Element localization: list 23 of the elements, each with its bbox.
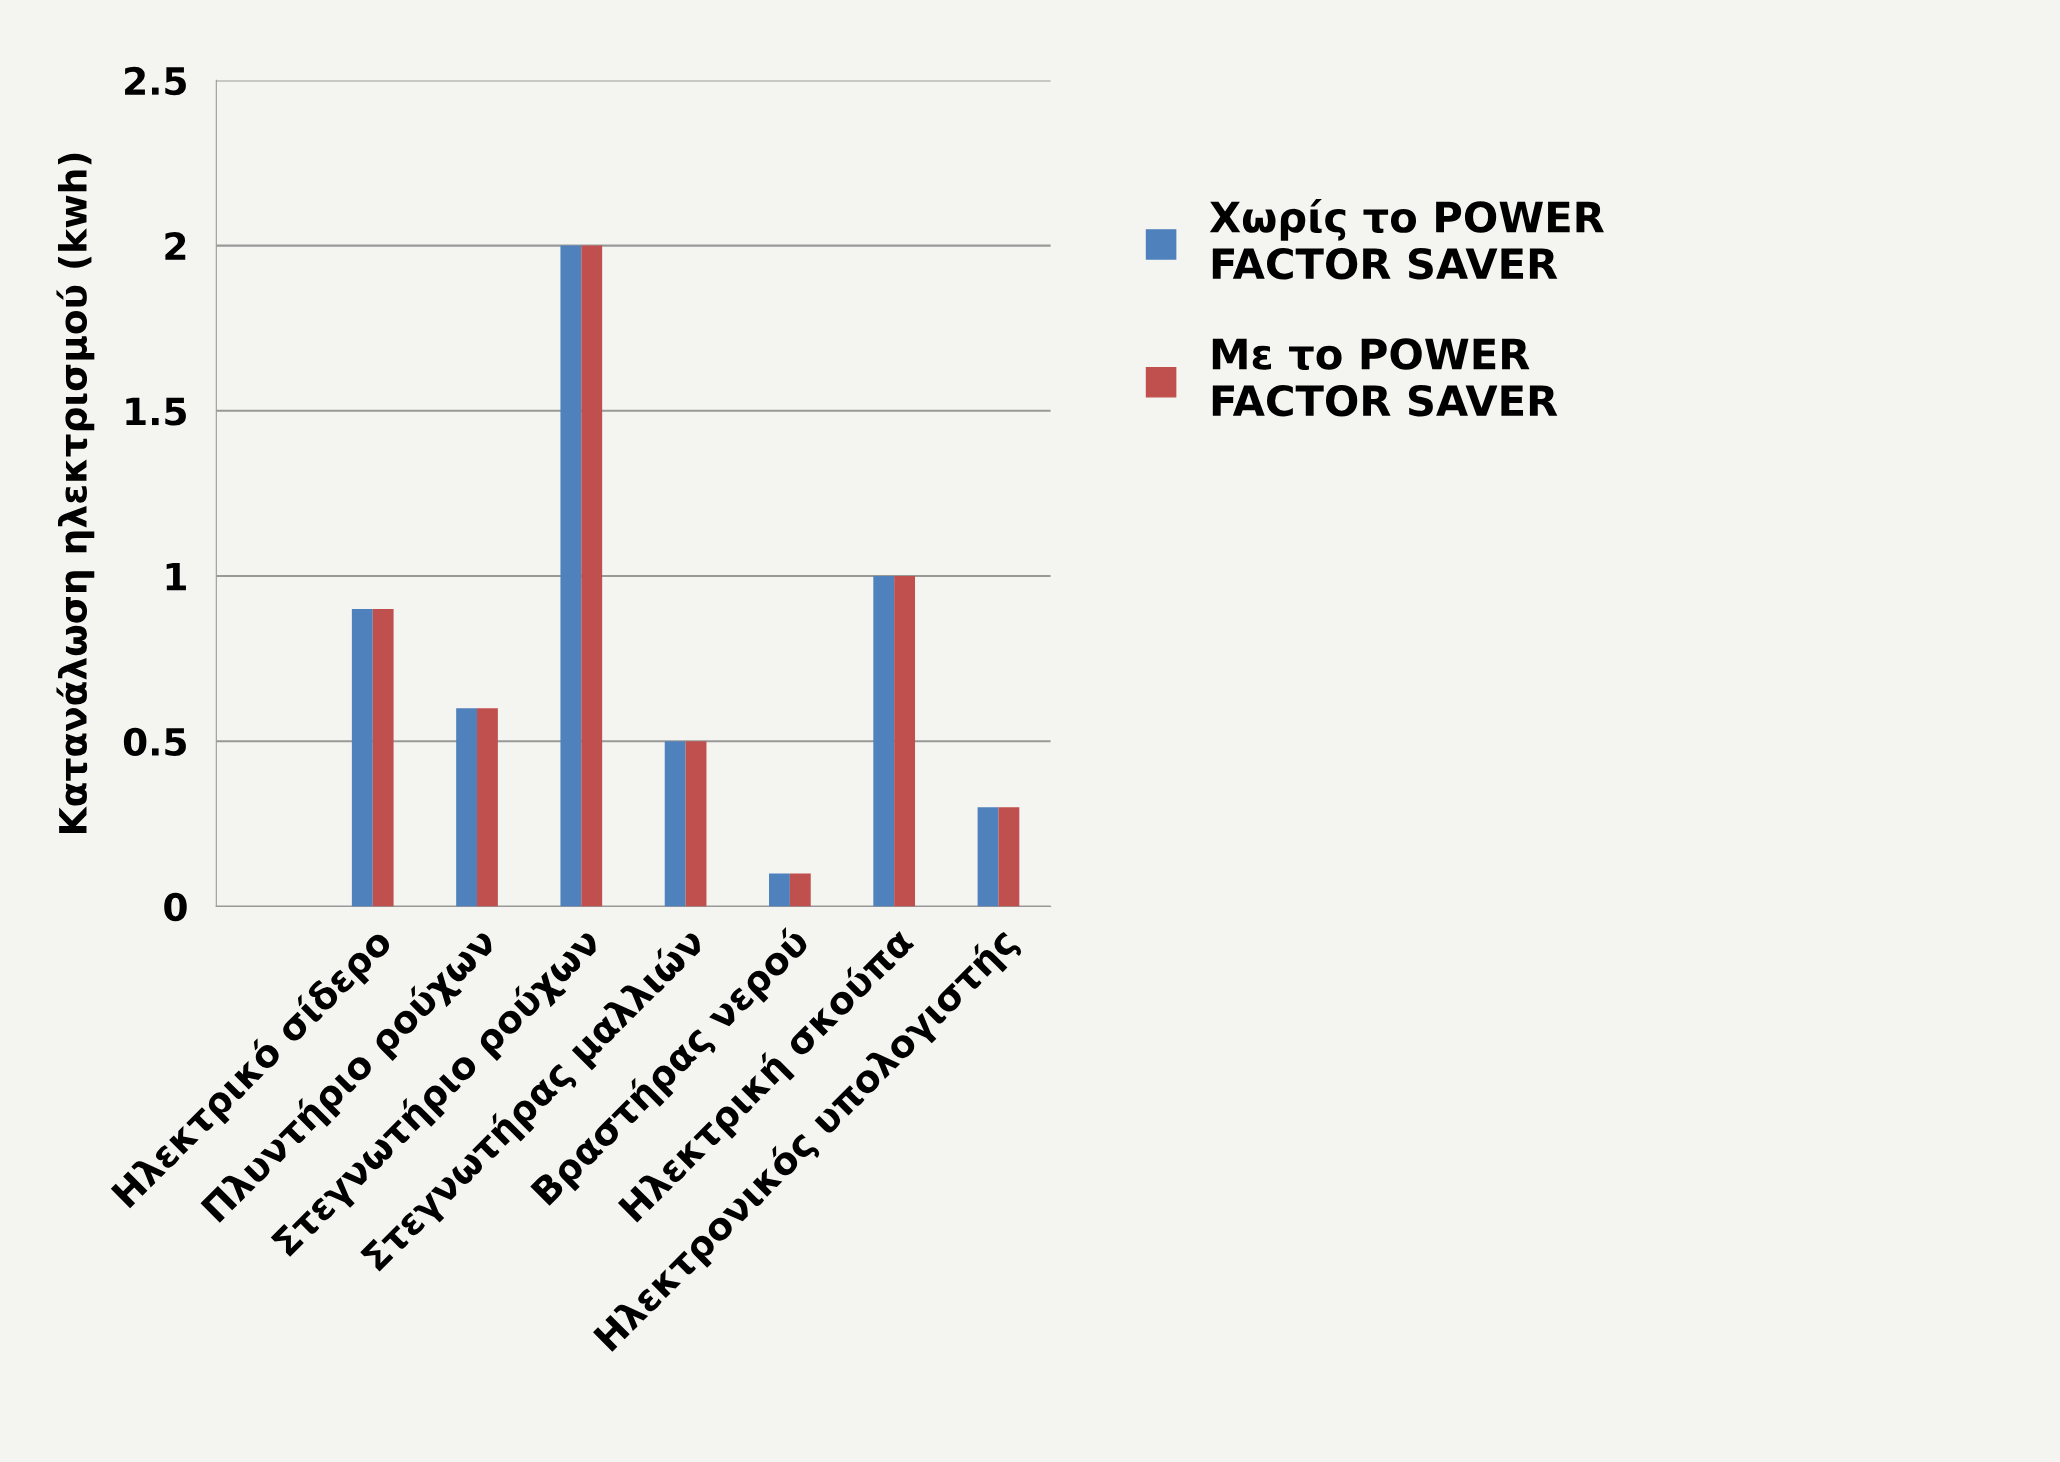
y-tick-label: 2.5 [125,66,186,96]
bar [477,708,498,907]
bar [581,245,603,907]
bar [769,873,790,907]
bar [977,807,999,907]
bar [456,708,478,907]
bar [351,609,373,907]
bar [873,576,895,907]
y-tick-label: 1.5 [126,397,186,426]
y-tick-label: 2 [165,232,186,260]
bar [998,807,1020,907]
y-axis-title: Κατανάλωση ηλεκτρισμού (kwh) [56,153,95,833]
bar [664,741,686,907]
bar [894,576,916,907]
y-tick-label: 1 [166,562,186,591]
bar [372,609,394,907]
y-tick-label: 0.5 [123,727,186,757]
y-tick-label: 0 [164,892,187,922]
bar [560,245,582,907]
legend-label: Χωρίς το POWER FACTOR SAVER [1209,198,1604,280]
bar [789,873,811,907]
legend-label: Με το POWER FACTOR SAVER [1212,338,1558,417]
bar [685,741,707,907]
